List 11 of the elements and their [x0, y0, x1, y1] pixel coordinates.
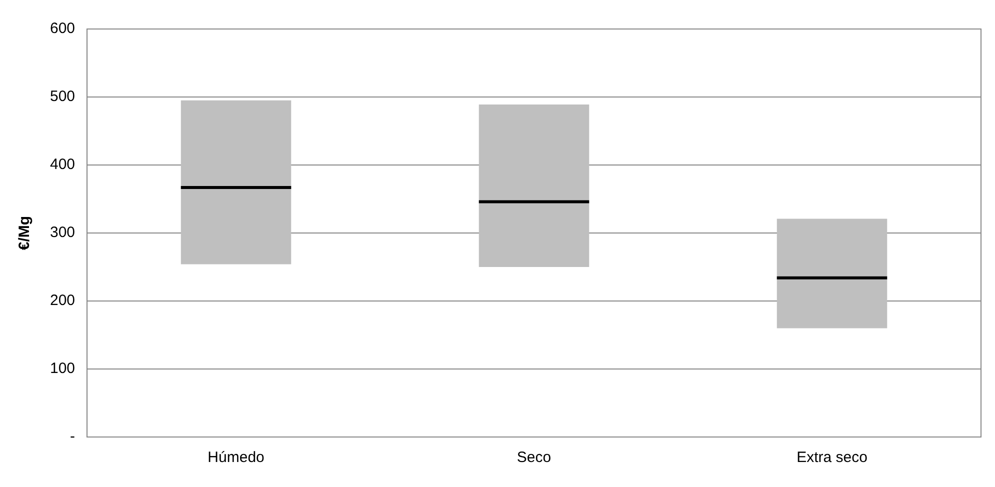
y-tick-label: - [70, 428, 76, 446]
x-tick-label: Seco [516, 449, 552, 466]
y-tick-label: 600 [50, 20, 76, 38]
y-tick-label: 300 [50, 224, 76, 242]
y-tick-label: 200 [50, 292, 76, 310]
y-tick-label: 100 [50, 360, 76, 378]
y-tick-label: 500 [50, 88, 76, 106]
y-tick-label: 400 [50, 156, 76, 174]
y-axis-title: €/Mg [16, 216, 34, 250]
x-tick-label: Húmedo [208, 449, 264, 466]
x-tick-label: Extra seco [796, 449, 868, 466]
